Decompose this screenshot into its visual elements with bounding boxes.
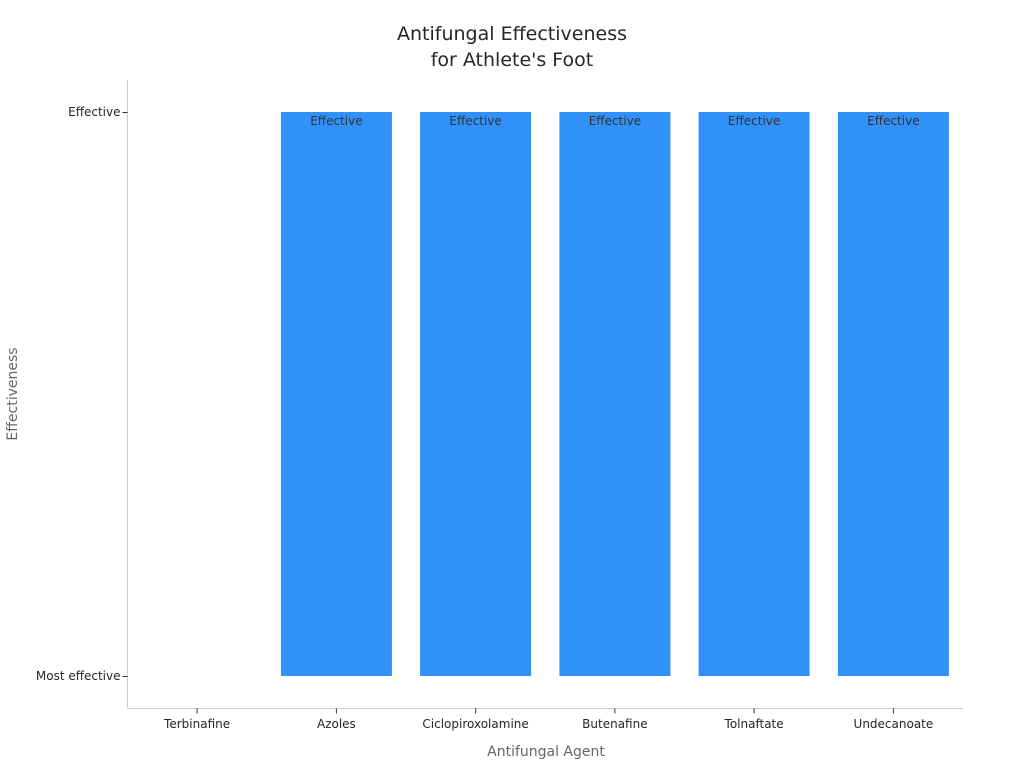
x-tick-label: Tolnaftate	[724, 717, 784, 731]
data-label: Effective	[867, 114, 919, 128]
bar-undecanoate	[837, 112, 949, 676]
bar-labels-group: Effective Effective Effective Effective Effe…	[310, 114, 919, 128]
bars-group	[280, 112, 949, 676]
bar-azoles	[280, 112, 392, 676]
data-label: Effective	[589, 114, 641, 128]
x-tick-label: Azoles	[317, 717, 356, 731]
x-tick-label: Terbinafine	[163, 717, 230, 731]
y-axis-ticks: Most effective Effective	[36, 105, 128, 683]
x-tick-label: Ciclopiroxolamine	[422, 717, 528, 731]
data-label: Effective	[449, 114, 501, 128]
bar-tolnaftate	[698, 112, 810, 676]
bar-butenafine	[559, 112, 671, 676]
y-tick-label: Most effective	[36, 669, 121, 683]
data-label: Effective	[310, 114, 362, 128]
x-axis-ticks: Terbinafine Azoles Ciclopiroxolamine Butena…	[163, 708, 934, 731]
y-axis-title: Effectiveness	[5, 347, 21, 440]
bar-ciclopiroxolamine	[420, 112, 532, 676]
x-axis-title: Antifungal Agent	[487, 744, 605, 760]
chart-title-line: for Athlete's Foot	[431, 49, 594, 71]
chart-title-line: Antifungal Effectiveness	[397, 23, 627, 45]
chart-title: Antifungal Effectiveness for Athlete's Fo…	[397, 23, 627, 71]
x-tick-label: Undecanoate	[854, 717, 934, 731]
x-tick-label: Butenafine	[582, 717, 647, 731]
y-tick-label: Effective	[68, 105, 120, 119]
data-label: Effective	[728, 114, 780, 128]
